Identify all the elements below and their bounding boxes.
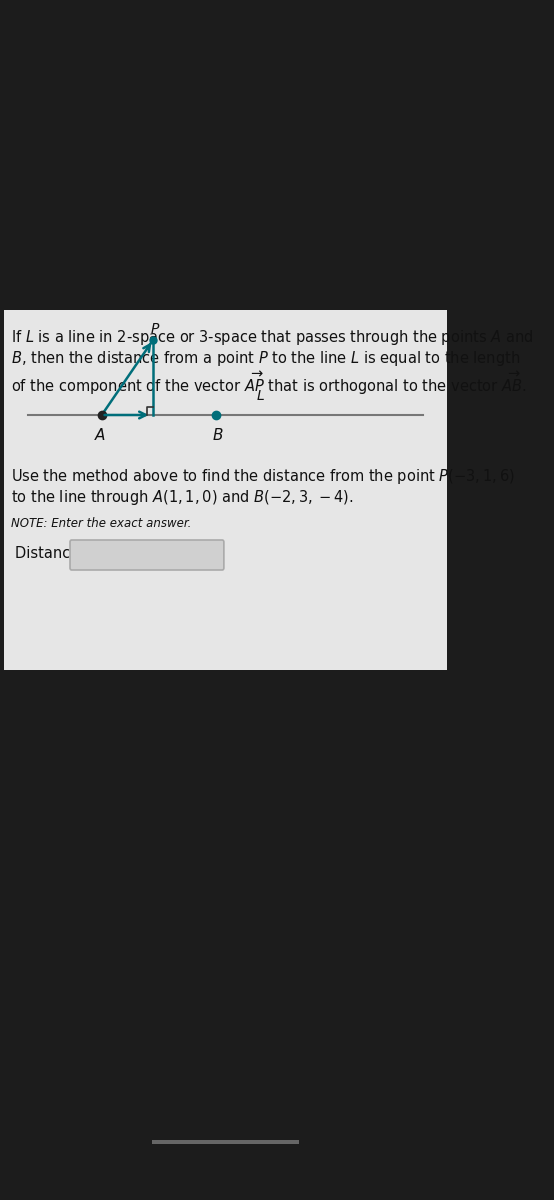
Text: $B$, then the distance from a point $P$ to the line $L$ is equal to the length: $B$, then the distance from a point $P$ … (11, 349, 520, 368)
Text: Use the method above to find the distance from the point $P(-3, 1, 6)$: Use the method above to find the distanc… (11, 467, 515, 486)
Text: $B$: $B$ (212, 427, 223, 443)
Text: $A$: $A$ (94, 427, 106, 443)
Text: If $L$ is a line in 2-space or 3-space that passes through the points $A$ and: If $L$ is a line in 2-space or 3-space t… (11, 328, 533, 347)
Text: of the component of the vector $\overrightarrow{AP}$ that is orthogonal to the v: of the component of the vector $\overrig… (11, 370, 526, 397)
Bar (152, 1140, 299, 1144)
Text: $L$: $L$ (256, 389, 265, 403)
Text: Distance =: Distance = (14, 546, 96, 562)
Text: NOTE: Enter the exact answer.: NOTE: Enter the exact answer. (11, 517, 191, 530)
Text: $P$: $P$ (150, 322, 160, 336)
FancyBboxPatch shape (70, 540, 224, 570)
Bar (4, 310, 447, 670)
Text: to the line through $A(1, 1, 0)$ and $B(-2, 3, -4)$.: to the line through $A(1, 1, 0)$ and $B(… (11, 488, 353, 506)
